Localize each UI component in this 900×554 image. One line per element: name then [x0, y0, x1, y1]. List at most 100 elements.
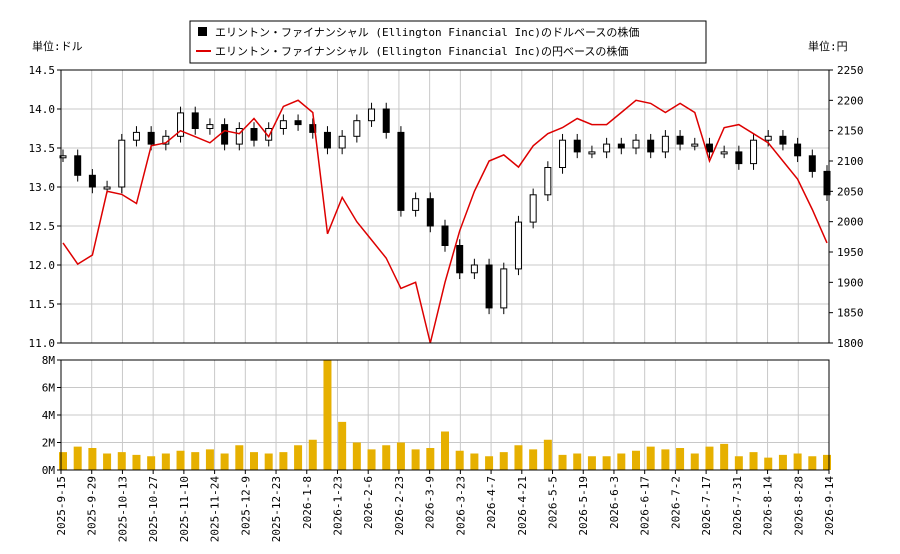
- volume-bar: [117, 452, 126, 470]
- volume-bar: [308, 439, 317, 470]
- right-tick-label: 1900: [837, 276, 864, 289]
- price-grid: [60, 69, 830, 344]
- legend-usd-marker: [198, 27, 207, 36]
- x-tick-label: 2026-7-2: [669, 476, 682, 529]
- x-tick-label: 2026-8-14: [762, 476, 775, 536]
- usd-price-candle: [794, 143, 802, 157]
- usd-price-candle: [279, 120, 287, 129]
- usd-price-candle: [191, 112, 199, 130]
- volume-bar: [352, 442, 361, 470]
- volume-tick-label: 0M: [42, 464, 56, 477]
- usd-price-candle: [338, 135, 346, 149]
- usd-price-candle: [485, 264, 493, 309]
- right-tick-label: 1800: [837, 337, 864, 350]
- legend-frame: [189, 20, 707, 64]
- volume-bars: [59, 360, 831, 470]
- x-tick-label: 2026-2-23: [393, 476, 406, 536]
- usd-price-candle: [59, 155, 67, 159]
- volume-bar: [778, 454, 787, 470]
- usd-price-candle: [74, 155, 82, 176]
- volume-bar: [235, 445, 244, 470]
- x-tick-label: 2025-9-29: [86, 476, 99, 536]
- volume-bar: [720, 443, 729, 470]
- volume-bar: [264, 453, 273, 470]
- volume-bar: [250, 452, 258, 470]
- usd-price-candle: [514, 221, 522, 270]
- usd-price-candle: [221, 124, 229, 145]
- usd-price-candle: [206, 124, 214, 129]
- volume-bar: [587, 456, 596, 470]
- usd-price-candle: [676, 135, 684, 145]
- left-tick-label: 14.0: [29, 103, 56, 116]
- volume-bar: [191, 452, 200, 470]
- volume-bar: [103, 453, 112, 470]
- x-tick-label: 2026-9-14: [823, 476, 836, 536]
- x-tick-label: 2026-8-28: [792, 476, 805, 536]
- usd-price-candle: [603, 143, 611, 153]
- jpy-price-line: [62, 99, 828, 344]
- volume-bar: [176, 450, 185, 470]
- volume-bar: [396, 442, 405, 470]
- x-tick-label: 2026-7-17: [700, 476, 713, 536]
- volume-bar: [161, 453, 170, 470]
- volume-bar: [823, 454, 831, 470]
- usd-price-candle: [412, 198, 420, 211]
- usd-price-candle: [779, 135, 787, 145]
- volume-tick-label: 8M: [42, 354, 56, 367]
- usd-price-candle: [397, 131, 405, 211]
- x-tick-label: 2025-11-10: [178, 476, 191, 542]
- usd-price-candle: [88, 174, 96, 188]
- right-axis-ticks: 1800 1850 1900 1950 2000 2050 2100 2150 2200 2250: [829, 64, 864, 350]
- volume-bar: [485, 456, 494, 470]
- x-tick-label: 2025-12-9: [239, 476, 252, 536]
- usd-price-candle: [294, 120, 302, 126]
- x-tick-label: 2026-1-8: [301, 476, 314, 529]
- volume-axis-ticks: 0M 2M 4M 6M 8M: [42, 354, 61, 477]
- usd-price-candle: [735, 151, 743, 165]
- x-tick-label: 2026-4-21: [516, 476, 529, 536]
- usd-price-candle: [265, 128, 273, 141]
- usd-price-candle: [177, 112, 185, 137]
- volume-bar: [294, 445, 303, 470]
- left-tick-label: 14.5: [29, 64, 56, 77]
- usd-price-candle: [441, 225, 449, 246]
- x-tick-label: 2026-3-9: [424, 476, 437, 529]
- usd-price-candle: [500, 268, 508, 309]
- usd-price-candle: [235, 128, 243, 145]
- usd-price-candle: [588, 151, 596, 155]
- volume-bar: [749, 452, 758, 470]
- usd-price-candle: [691, 143, 699, 147]
- usd-price-candle: [544, 167, 552, 196]
- usd-price-candle: [647, 139, 655, 153]
- volume-bar: [132, 454, 141, 470]
- volume-bar: [73, 446, 82, 470]
- usd-price-candle: [823, 170, 831, 196]
- volume-bar: [220, 453, 229, 470]
- usd-price-candle: [132, 131, 140, 141]
- x-tick-label: 2026-5-19: [577, 476, 590, 536]
- volume-bar: [661, 449, 670, 470]
- volume-bar: [617, 453, 626, 470]
- volume-bar: [455, 450, 464, 470]
- volume-bar: [323, 360, 332, 470]
- right-tick-label: 1950: [837, 246, 864, 259]
- right-tick-label: 2200: [837, 94, 864, 107]
- volume-bar: [470, 453, 479, 470]
- volume-tick-label: 2M: [42, 437, 56, 450]
- volume-bar: [529, 449, 538, 470]
- right-tick-label: 2100: [837, 155, 864, 168]
- usd-price-candle: [250, 128, 258, 141]
- volume-bar: [88, 448, 97, 470]
- volume-bar: [690, 453, 699, 470]
- legend-jpy-label: エリントン・ファイナンシャル (Ellington Financial Inc)…: [215, 44, 628, 58]
- usd-price-series: [59, 102, 831, 315]
- volume-bar: [441, 431, 449, 470]
- usd-price-candle: [808, 155, 816, 172]
- x-tick-label: 2026-6-17: [639, 476, 652, 536]
- volume-bar: [382, 445, 391, 470]
- x-tick-label: 2026-7-31: [731, 476, 744, 536]
- usd-price-candle: [456, 245, 464, 274]
- left-tick-label: 11.5: [29, 298, 56, 311]
- right-tick-label: 2150: [837, 125, 864, 138]
